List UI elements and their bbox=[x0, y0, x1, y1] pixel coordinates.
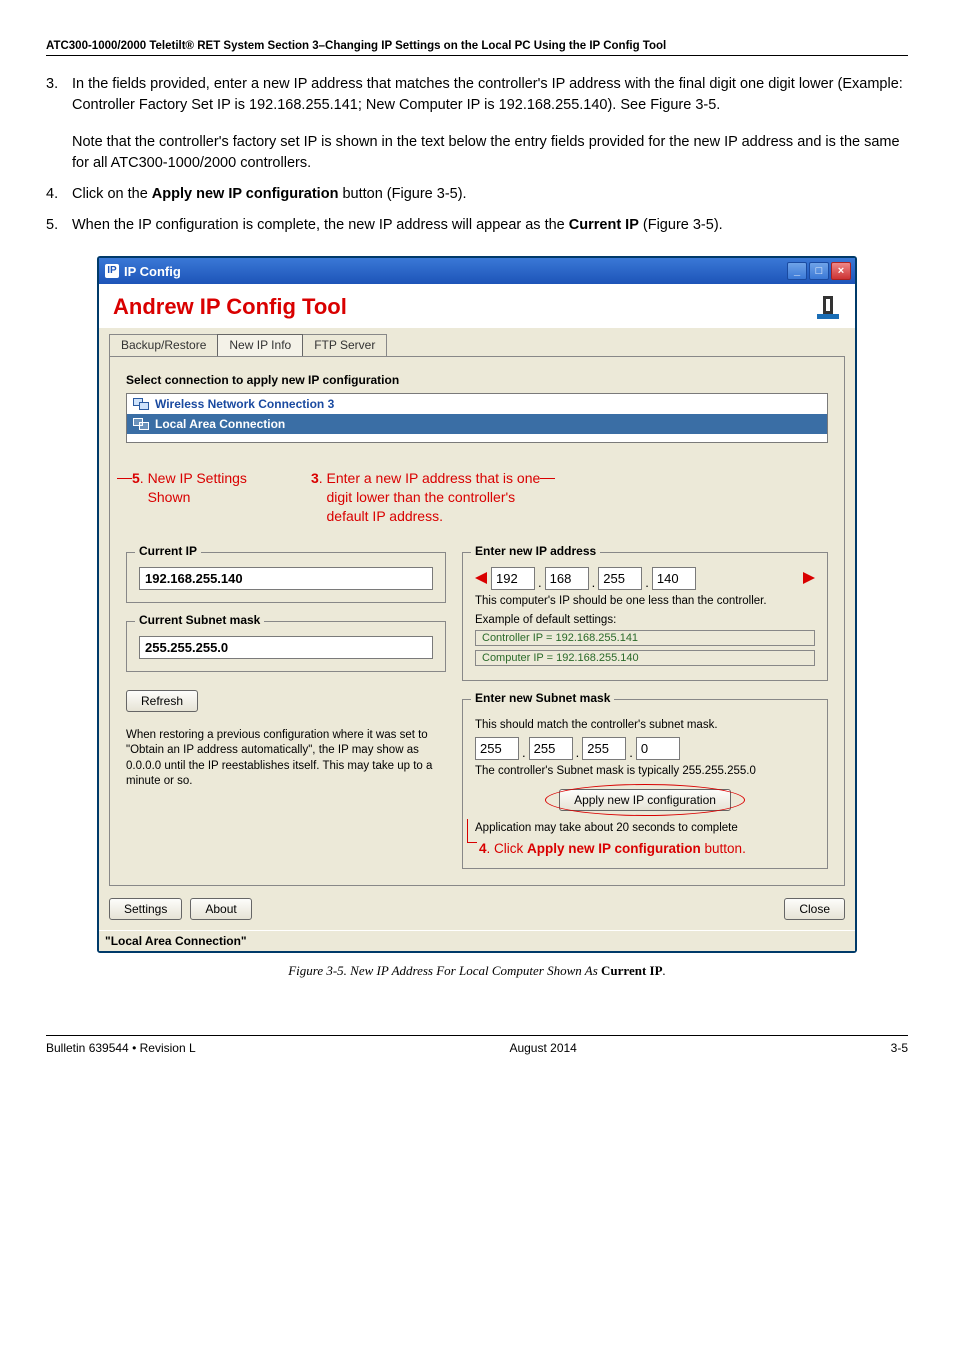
annotation-4-b: Apply new IP configuration bbox=[527, 841, 701, 856]
tabstrip: Backup/Restore New IP Info FTP Server bbox=[99, 328, 855, 356]
mask-octet-4[interactable] bbox=[636, 737, 680, 760]
annotation-3-a: . Enter a new IP address that is one bbox=[319, 470, 541, 486]
ip-note: This computer's IP should be one less th… bbox=[475, 594, 815, 609]
footer-right: 3-5 bbox=[891, 1041, 908, 1055]
mask-octet-3[interactable] bbox=[582, 737, 626, 760]
current-subnet-title: Current Subnet mask bbox=[135, 613, 264, 627]
annotation-5-a: . New IP Settings bbox=[140, 470, 247, 486]
step-3: 3. In the fields provided, enter a new I… bbox=[46, 74, 908, 116]
ip-octet-2[interactable] bbox=[545, 567, 589, 590]
minimize-button[interactable]: _ bbox=[787, 262, 807, 280]
page-footer: Bulletin 639544 • Revision L August 2014… bbox=[46, 1035, 908, 1055]
step-3-note: Note that the controller's factory set I… bbox=[46, 132, 908, 174]
annotation-5-b: Shown bbox=[148, 489, 191, 505]
restore-description: When restoring a previous configuration … bbox=[126, 728, 446, 790]
statusbar: "Local Area Connection" bbox=[99, 930, 855, 951]
about-button[interactable]: About bbox=[190, 898, 251, 920]
step-4: 4. Click on the Apply new IP configurati… bbox=[46, 184, 908, 205]
footer-mid: August 2014 bbox=[196, 1041, 891, 1055]
current-subnet-group: Current Subnet mask bbox=[126, 621, 446, 672]
connection-list[interactable]: Wireless Network Connection 3 Local Area… bbox=[126, 393, 828, 443]
annotation-4-num: 4 bbox=[479, 841, 487, 856]
step-4-prefix: Click on the bbox=[72, 186, 152, 202]
connection-wireless[interactable]: Wireless Network Connection 3 bbox=[127, 394, 827, 414]
close-window-button[interactable]: × bbox=[831, 262, 851, 280]
ip-octet-3[interactable] bbox=[598, 567, 642, 590]
step-5-bold: Current IP bbox=[569, 217, 639, 233]
maximize-button[interactable]: □ bbox=[809, 262, 829, 280]
titlebar: IP IP Config _ □ × bbox=[99, 258, 855, 284]
left-arrow-icon bbox=[475, 572, 487, 584]
annotation-5: 5. New IP Settings Shown bbox=[132, 469, 247, 507]
tab-content: Select connection to apply new IP config… bbox=[109, 356, 845, 886]
apply-highlight-oval bbox=[545, 784, 745, 816]
close-button[interactable]: Close bbox=[784, 898, 845, 920]
annotation-4-a: . Click bbox=[487, 841, 528, 856]
caption-a: Figure 3-5. New IP Address For Local Com… bbox=[288, 963, 601, 978]
footer-left: Bulletin 639544 • Revision L bbox=[46, 1041, 196, 1055]
connection-local-area[interactable]: Local Area Connection bbox=[127, 414, 827, 434]
app-title: Andrew IP Config Tool bbox=[113, 294, 347, 320]
caption-b: Current IP bbox=[601, 963, 663, 978]
andrew-logo-icon bbox=[815, 296, 841, 319]
enter-ip-group: Enter new IP address . . . bbox=[462, 552, 828, 681]
tab-backup-restore[interactable]: Backup/Restore bbox=[109, 334, 218, 356]
current-ip-field[interactable] bbox=[139, 567, 433, 590]
enter-mask-title: Enter new Subnet mask bbox=[471, 691, 614, 705]
current-subnet-field[interactable] bbox=[139, 636, 433, 659]
annotation-3-c: default IP address. bbox=[327, 508, 443, 524]
example-computer-ip: Computer IP = 192.168.255.140 bbox=[475, 650, 815, 666]
annotation-4-c: button. bbox=[701, 841, 746, 856]
annotation-5-num: 5 bbox=[132, 470, 140, 486]
mask-note: This should match the controller's subne… bbox=[475, 718, 815, 733]
ip-octet-4[interactable] bbox=[652, 567, 696, 590]
figure-caption: Figure 3-5. New IP Address For Local Com… bbox=[46, 963, 908, 979]
connection-local-label: Local Area Connection bbox=[155, 417, 285, 431]
caption-c: . bbox=[663, 963, 666, 978]
step-4-suffix: button (Figure 3-5). bbox=[338, 186, 466, 202]
right-arrow-icon bbox=[803, 572, 815, 584]
step-5-prefix: When the IP configuration is complete, t… bbox=[72, 217, 569, 233]
mask-octet-2[interactable] bbox=[529, 737, 573, 760]
step-3-text: In the fields provided, enter a new IP a… bbox=[72, 76, 903, 113]
current-ip-group: Current IP bbox=[126, 552, 446, 603]
current-ip-title: Current IP bbox=[135, 544, 201, 558]
step-5: 5. When the IP configuration is complete… bbox=[46, 215, 908, 236]
annotation-3-num: 3 bbox=[311, 470, 319, 486]
step-5-suffix: (Figure 3-5). bbox=[639, 217, 723, 233]
example-label: Example of default settings: bbox=[475, 613, 815, 628]
step-3-num: 3. bbox=[46, 74, 58, 95]
step-4-num: 4. bbox=[46, 184, 58, 205]
settings-button[interactable]: Settings bbox=[109, 898, 182, 920]
enter-ip-title: Enter new IP address bbox=[471, 544, 600, 558]
tab-ftp-server[interactable]: FTP Server bbox=[302, 334, 387, 356]
example-controller-ip: Controller IP = 192.168.255.141 bbox=[475, 630, 815, 646]
annotation-4: 4. Click Apply new IP configuration butt… bbox=[475, 841, 815, 856]
step-5-num: 5. bbox=[46, 215, 58, 236]
select-connection-label: Select connection to apply new IP config… bbox=[126, 373, 828, 387]
annotation-3-b: digit lower than the controller's bbox=[327, 489, 516, 505]
page-header: ATC300-1000/2000 Teletilt® RET System Se… bbox=[46, 40, 908, 56]
refresh-button[interactable]: Refresh bbox=[126, 690, 198, 712]
tab-new-ip-info[interactable]: New IP Info bbox=[217, 334, 303, 356]
app-header: Andrew IP Config Tool bbox=[99, 284, 855, 328]
annotation-3: 3. Enter a new IP address that is one di… bbox=[311, 469, 540, 526]
network-icon bbox=[133, 398, 149, 410]
connection-wireless-label: Wireless Network Connection 3 bbox=[155, 397, 334, 411]
app-icon: IP bbox=[105, 264, 119, 278]
ip-config-window: IP IP Config _ □ × Andrew IP Config Tool… bbox=[97, 256, 857, 953]
mask-octet-1[interactable] bbox=[475, 737, 519, 760]
mask-note-2: The controller's Subnet mask is typicall… bbox=[475, 764, 815, 779]
window-title: IP Config bbox=[124, 264, 181, 279]
ip-octet-1[interactable] bbox=[491, 567, 535, 590]
enter-mask-group: Enter new Subnet mask This should match … bbox=[462, 699, 828, 870]
application-note: Application may take about 20 seconds to… bbox=[475, 821, 815, 836]
step-4-bold: Apply new IP configuration bbox=[152, 186, 339, 202]
network-icon bbox=[133, 418, 149, 430]
